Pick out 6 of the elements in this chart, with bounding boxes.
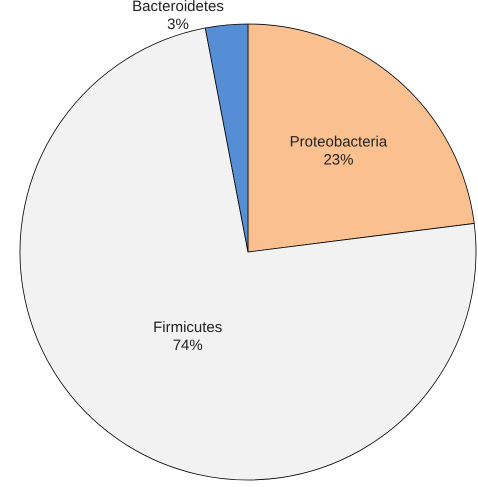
data-label: 23% [323, 151, 354, 168]
slice-label: Firmicutes [153, 319, 222, 336]
data-label: 3% [167, 16, 189, 33]
slice-label: Proteobacteria [290, 133, 388, 150]
slice-label: Bacteroidetes [132, 0, 224, 15]
data-label: 74% [172, 337, 203, 354]
